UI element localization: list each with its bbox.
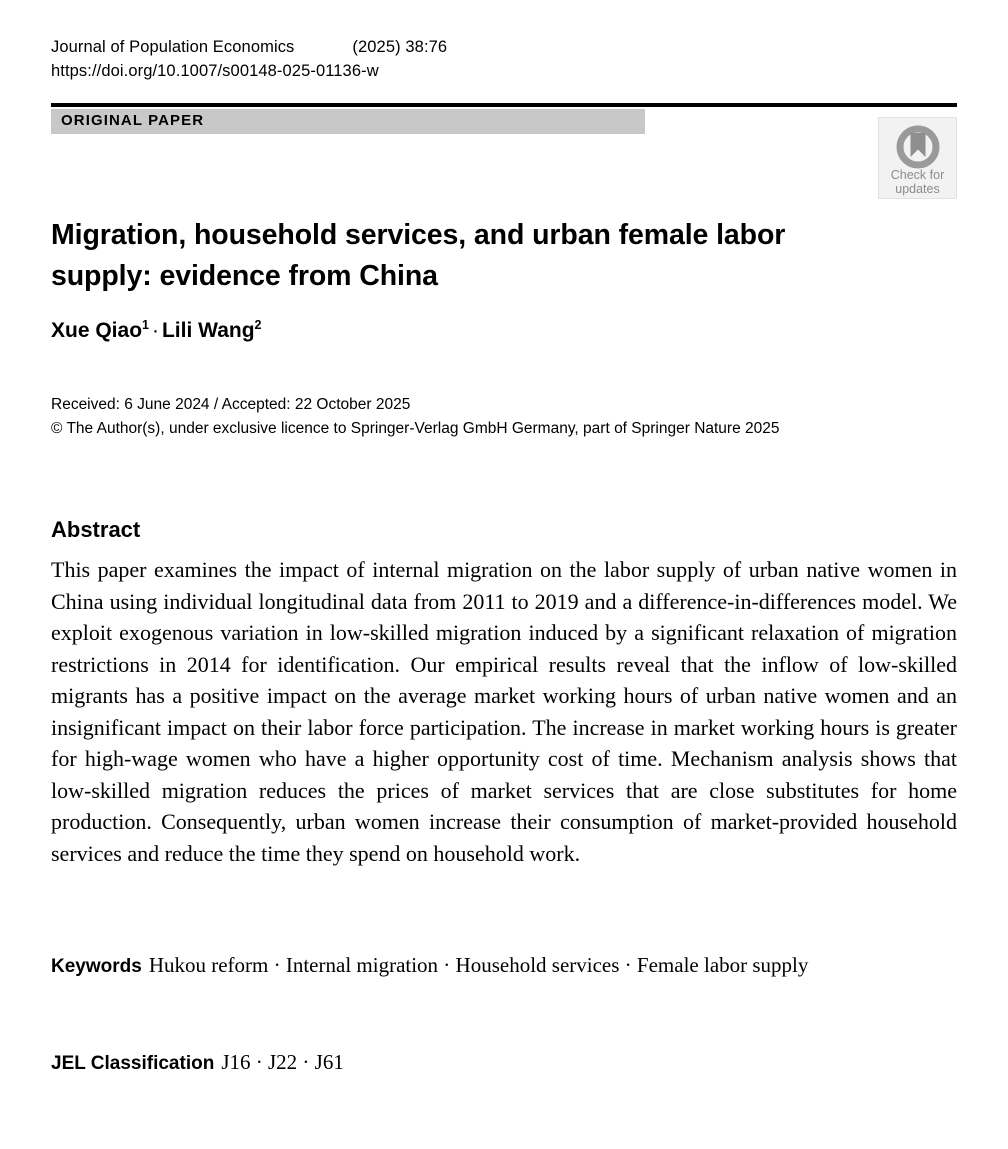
copyright-line: © The Author(s), under exclusive licence… — [51, 420, 780, 437]
article-category-banner: ORIGINAL PAPER — [51, 109, 645, 134]
article-category-label: ORIGINAL PAPER — [61, 112, 205, 129]
publication-metadata: Received: 6 June 2024 / Accepted: 22 Oct… — [51, 393, 780, 441]
jel-classification-section: JEL Classification J16 · J22 · J61 — [51, 1047, 957, 1079]
abstract-text: This paper examines the impact of intern… — [51, 557, 957, 866]
keywords-label: Keywords — [51, 956, 142, 977]
keywords-section: Keywords Hukou reform · Internal migratio… — [51, 949, 957, 983]
keywords-values: Hukou reform · Internal migration · Hous… — [148, 953, 809, 977]
paper-title: Migration, household services, and urban… — [51, 219, 786, 293]
header-rule — [51, 103, 957, 107]
author-affiliation-marker-1: 1 — [142, 318, 149, 332]
doi-link[interactable]: https://doi.org/10.1007/s00148-025-01136… — [51, 62, 379, 80]
crossmark-icon — [896, 125, 939, 169]
abstract-heading: Abstract — [51, 517, 141, 543]
journal-name: Journal of Population Economics — [51, 38, 295, 56]
author-name-1[interactable]: Xue Qiao — [51, 319, 143, 342]
check-for-updates-badge[interactable]: Check for updates — [878, 117, 957, 199]
jel-label: JEL Classification — [51, 1053, 215, 1074]
author-list: Xue Qiao1 · Lili Wang2 — [51, 317, 261, 345]
journal-running-head: Journal of Population Economics (2025) 38… — [51, 36, 447, 83]
check-for-updates-text: Check for updates — [879, 168, 956, 196]
journal-volume-issue: (2025) 38:76 — [352, 38, 448, 56]
check-for-updates-line2: updates — [895, 182, 940, 196]
author-name-2[interactable]: Lili Wang — [161, 319, 255, 342]
received-accepted-line: Received: 6 June 2024 / Accepted: 22 Oct… — [51, 396, 411, 413]
check-for-updates-line1: Check for — [890, 168, 945, 182]
jel-codes: J16 · J22 · J61 — [221, 1050, 344, 1074]
author-affiliation-marker-2: 2 — [254, 318, 262, 332]
author-separator: · — [151, 319, 159, 342]
